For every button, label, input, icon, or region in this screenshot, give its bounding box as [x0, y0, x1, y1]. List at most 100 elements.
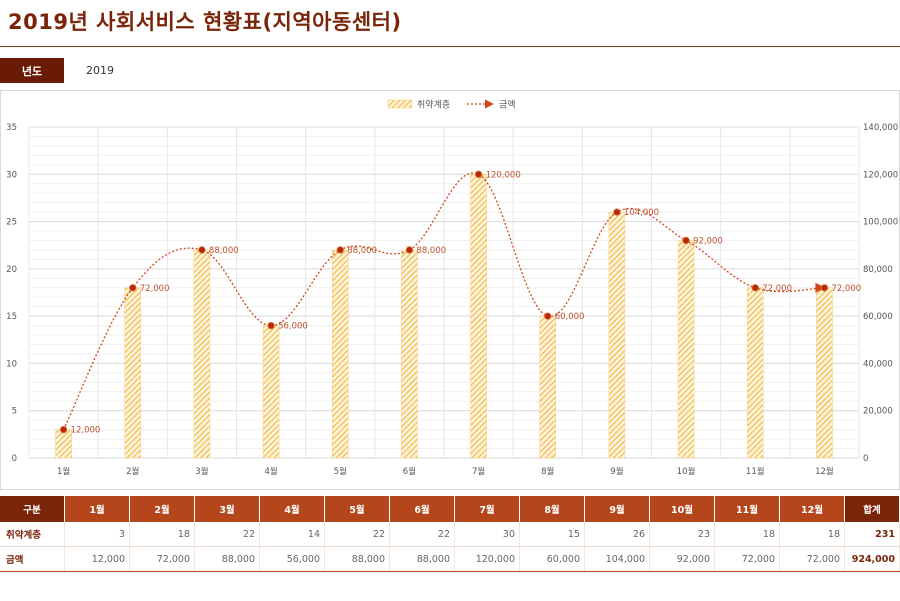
month-header: 12월 [779, 496, 845, 522]
legend: 취약계층 금액 [387, 99, 516, 111]
table-cell: 15 [519, 522, 585, 547]
point-7 [474, 170, 483, 178]
total-header: 합계 [844, 496, 900, 522]
month-header: 10월 [649, 496, 715, 522]
month-header: 4월 [259, 496, 325, 522]
x-tick-9: 9월 [610, 466, 623, 477]
table-cell: 88,000 [194, 546, 260, 572]
y-right-tick: 40,000 [863, 359, 893, 369]
y-left-tick: 25 [6, 218, 17, 228]
table-cell: 72,000 [129, 546, 195, 572]
bar-10 [677, 240, 695, 459]
y-right-tick: 140,000 [863, 123, 898, 133]
point-5 [336, 246, 344, 254]
table-cell: 18 [129, 522, 195, 547]
combo-chart: 12,000 72,000 88,000 56,000 88,000 88,000 120,… [6, 99, 898, 478]
data-label-8: 60,000 [555, 312, 585, 322]
month-header: 8월 [519, 496, 585, 522]
table-row: 금액 12,000 72,000 88,000 56,000 88,000 88,000 12… [0, 546, 900, 572]
point-11 [751, 284, 759, 292]
table-cell: 22 [324, 522, 390, 547]
y-right-tick: 0 [863, 454, 868, 464]
data-label-11: 72,000 [762, 284, 792, 294]
table-corner-header: 구분 [0, 496, 65, 522]
legend-line-label: 금액 [499, 99, 516, 111]
x-tick-4: 4월 [264, 466, 277, 477]
table-cell: 18 [714, 522, 780, 547]
row-label: 금액 [0, 546, 65, 572]
y-left-tick: 15 [6, 312, 17, 322]
table-cell: 14 [259, 522, 325, 547]
bar-series [55, 174, 833, 459]
year-label: 년도 [0, 58, 64, 83]
table-cell: 22 [194, 522, 260, 547]
bar-3 [193, 249, 211, 459]
point-1 [59, 425, 68, 434]
table-cell: 30 [454, 522, 520, 547]
point-9 [613, 208, 621, 216]
bar-5 [332, 249, 349, 459]
point-10 [682, 236, 690, 245]
x-tick-12: 12월 [815, 466, 834, 477]
month-header: 9월 [584, 496, 650, 522]
data-label-6: 88,000 [416, 246, 446, 256]
x-tick-8: 8월 [541, 466, 554, 477]
row-total: 924,000 [844, 546, 900, 572]
month-header: 11월 [714, 496, 780, 522]
data-label-4: 56,000 [278, 322, 308, 332]
month-header: 6월 [389, 496, 455, 522]
month-header: 1월 [64, 496, 130, 522]
x-tick-5: 5월 [334, 466, 347, 477]
month-header: 2월 [129, 496, 195, 522]
chart-area: 12,000 72,000 88,000 56,000 88,000 88,000 120,… [0, 90, 900, 490]
table-cell: 72,000 [714, 546, 780, 572]
bar-8 [539, 315, 556, 459]
table-row: 취약계층 3 18 22 14 22 22 30 15 26 23 18 18 231 [0, 522, 900, 547]
bar-4 [262, 325, 280, 459]
bar-6 [401, 249, 418, 459]
bar-12 [816, 287, 833, 459]
table-header-row: 구분 1월 2월 3월 4월 5월 6월 7월 8월 9월 10월 11월 12월 합계 [0, 496, 900, 522]
table-cell: 26 [584, 522, 650, 547]
y-left-tick: 0 [12, 454, 17, 464]
bar-9 [608, 211, 626, 459]
x-tick-1: 1월 [57, 466, 70, 477]
month-header: 7월 [454, 496, 520, 522]
table-cell: 88,000 [389, 546, 455, 572]
data-label-3: 88,000 [209, 246, 239, 256]
y-right-tick: 120,000 [863, 170, 898, 180]
data-label-7: 120,000 [486, 170, 521, 180]
x-tick-2: 2월 [126, 466, 139, 477]
table-cell: 22 [389, 522, 455, 547]
gridlines [28, 126, 860, 459]
table-cell: 3 [64, 522, 130, 547]
year-value[interactable]: 2019 [86, 64, 114, 77]
summary-table: 구분 1월 2월 3월 4월 5월 6월 7월 8월 9월 10월 11월 12월 합계 취약계층 3 18 2… [0, 496, 900, 572]
legend-bar-label: 취약계층 [417, 99, 450, 111]
y-right-tick: 100,000 [863, 218, 898, 228]
row-total: 231 [844, 522, 900, 547]
table-cell: 72,000 [779, 546, 845, 572]
data-label-12: 72,000 [831, 284, 861, 294]
table-cell: 18 [779, 522, 845, 547]
x-tick-11: 11월 [746, 466, 765, 477]
x-tick-10: 10월 [677, 466, 696, 477]
x-tick-6: 6월 [403, 466, 416, 477]
month-header: 3월 [194, 496, 260, 522]
line-series: 12,000 72,000 88,000 56,000 88,000 88,000 120,… [59, 170, 861, 436]
bar-11 [747, 287, 764, 459]
table-cell: 60,000 [519, 546, 585, 572]
x-tick-3: 3월 [195, 466, 208, 477]
table-cell: 88,000 [324, 546, 390, 572]
title-divider [0, 46, 900, 47]
data-label-2: 72,000 [140, 284, 170, 294]
table-cell: 23 [649, 522, 715, 547]
point-6 [405, 246, 414, 254]
row-label: 취약계층 [0, 522, 65, 547]
legend-line-arrow [485, 99, 494, 109]
bar-7 [470, 174, 487, 459]
y-left-tick: 20 [6, 265, 17, 275]
y-right-tick: 80,000 [863, 265, 893, 275]
point-3 [198, 246, 206, 254]
x-tick-7: 7월 [472, 466, 485, 477]
